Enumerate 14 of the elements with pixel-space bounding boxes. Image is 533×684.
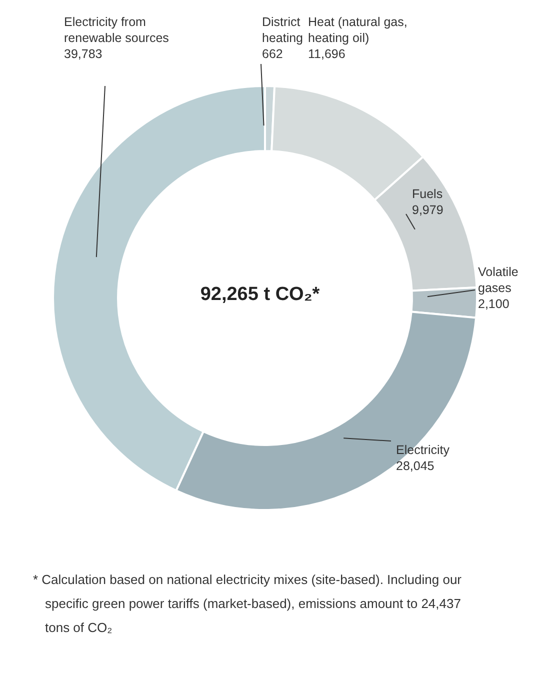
data-label: 9,979 (412, 203, 444, 217)
data-label: 11,696 (308, 47, 346, 61)
slice-label: Heat (natural gas, heating oil) (308, 15, 408, 45)
text: 92,265 t CO₂* (200, 284, 320, 305)
data-label: 662 (262, 47, 283, 61)
slice-label: Electricity (396, 443, 450, 457)
slice-label: Electricity from renewable sources (64, 15, 169, 45)
text: * Calculation based on national electricity mixes (site-based). Including our specific green power tariffs (market-based), emissions amount to 24,437 tons of CO₂ (33, 571, 462, 637)
slice-label: Volatile gases (478, 265, 518, 295)
slice-label: District heating (262, 15, 304, 45)
data-label: 28,045 (396, 459, 434, 473)
data-label: 2,100 (478, 297, 510, 311)
slice-label: Fuels (412, 187, 443, 201)
data-label: 39,783 (64, 47, 102, 61)
